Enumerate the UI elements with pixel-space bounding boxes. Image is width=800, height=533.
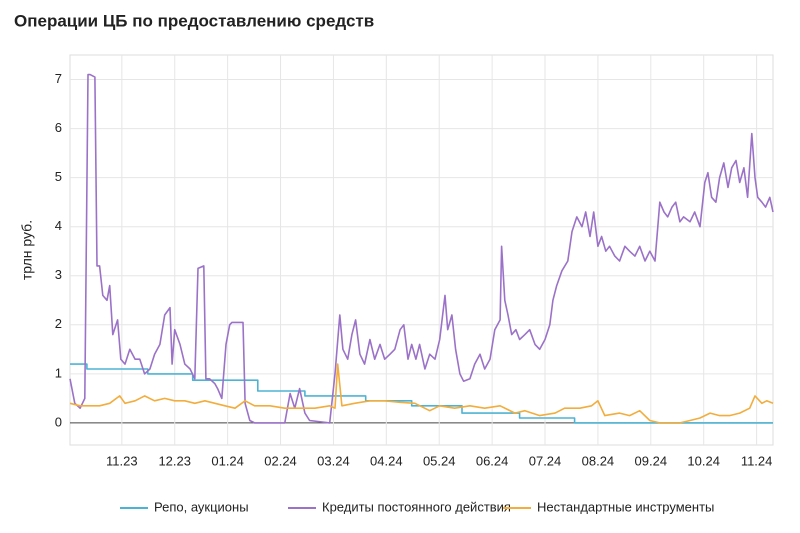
x-tick-label: 04.24 — [370, 453, 403, 468]
x-tick-label: 05.24 — [423, 453, 456, 468]
x-tick-label: 08.24 — [582, 453, 615, 468]
line-series — [69, 363, 774, 424]
x-tick-label: 06.24 — [476, 453, 509, 468]
y-tick-label: 2 — [55, 316, 62, 331]
x-tick-label: 09.24 — [635, 453, 668, 468]
y-tick-label: 5 — [55, 169, 62, 184]
y-tick-label: 3 — [55, 267, 62, 282]
x-tick-label: 02.24 — [264, 453, 297, 468]
plot-area — [69, 54, 774, 446]
y-tick-label: 7 — [55, 71, 62, 86]
y-axis-label: трлн руб. — [19, 220, 35, 280]
y-tick-label: 4 — [55, 218, 62, 233]
x-tick-label: 12.23 — [158, 453, 191, 468]
x-tick-label: 07.24 — [529, 453, 562, 468]
y-tick-label: 0 — [55, 414, 62, 429]
legend-label: Репо, аукционы — [154, 499, 249, 514]
x-tick-label: 03.24 — [317, 453, 350, 468]
x-tick-label: 11.23 — [106, 453, 138, 468]
legend-label: Нестандартные инструменты — [537, 499, 714, 514]
x-tick-label: 10.24 — [687, 453, 720, 468]
y-tick-label: 6 — [55, 120, 62, 135]
y-tick-label: 1 — [55, 365, 62, 380]
line-series — [69, 73, 774, 424]
x-tick-label: 11.24 — [741, 453, 773, 468]
chart-title: Операции ЦБ по предоставлению средств — [14, 11, 374, 30]
legend-label: Кредиты постоянного действия — [322, 499, 511, 514]
x-tick-label: 01.24 — [211, 453, 244, 468]
